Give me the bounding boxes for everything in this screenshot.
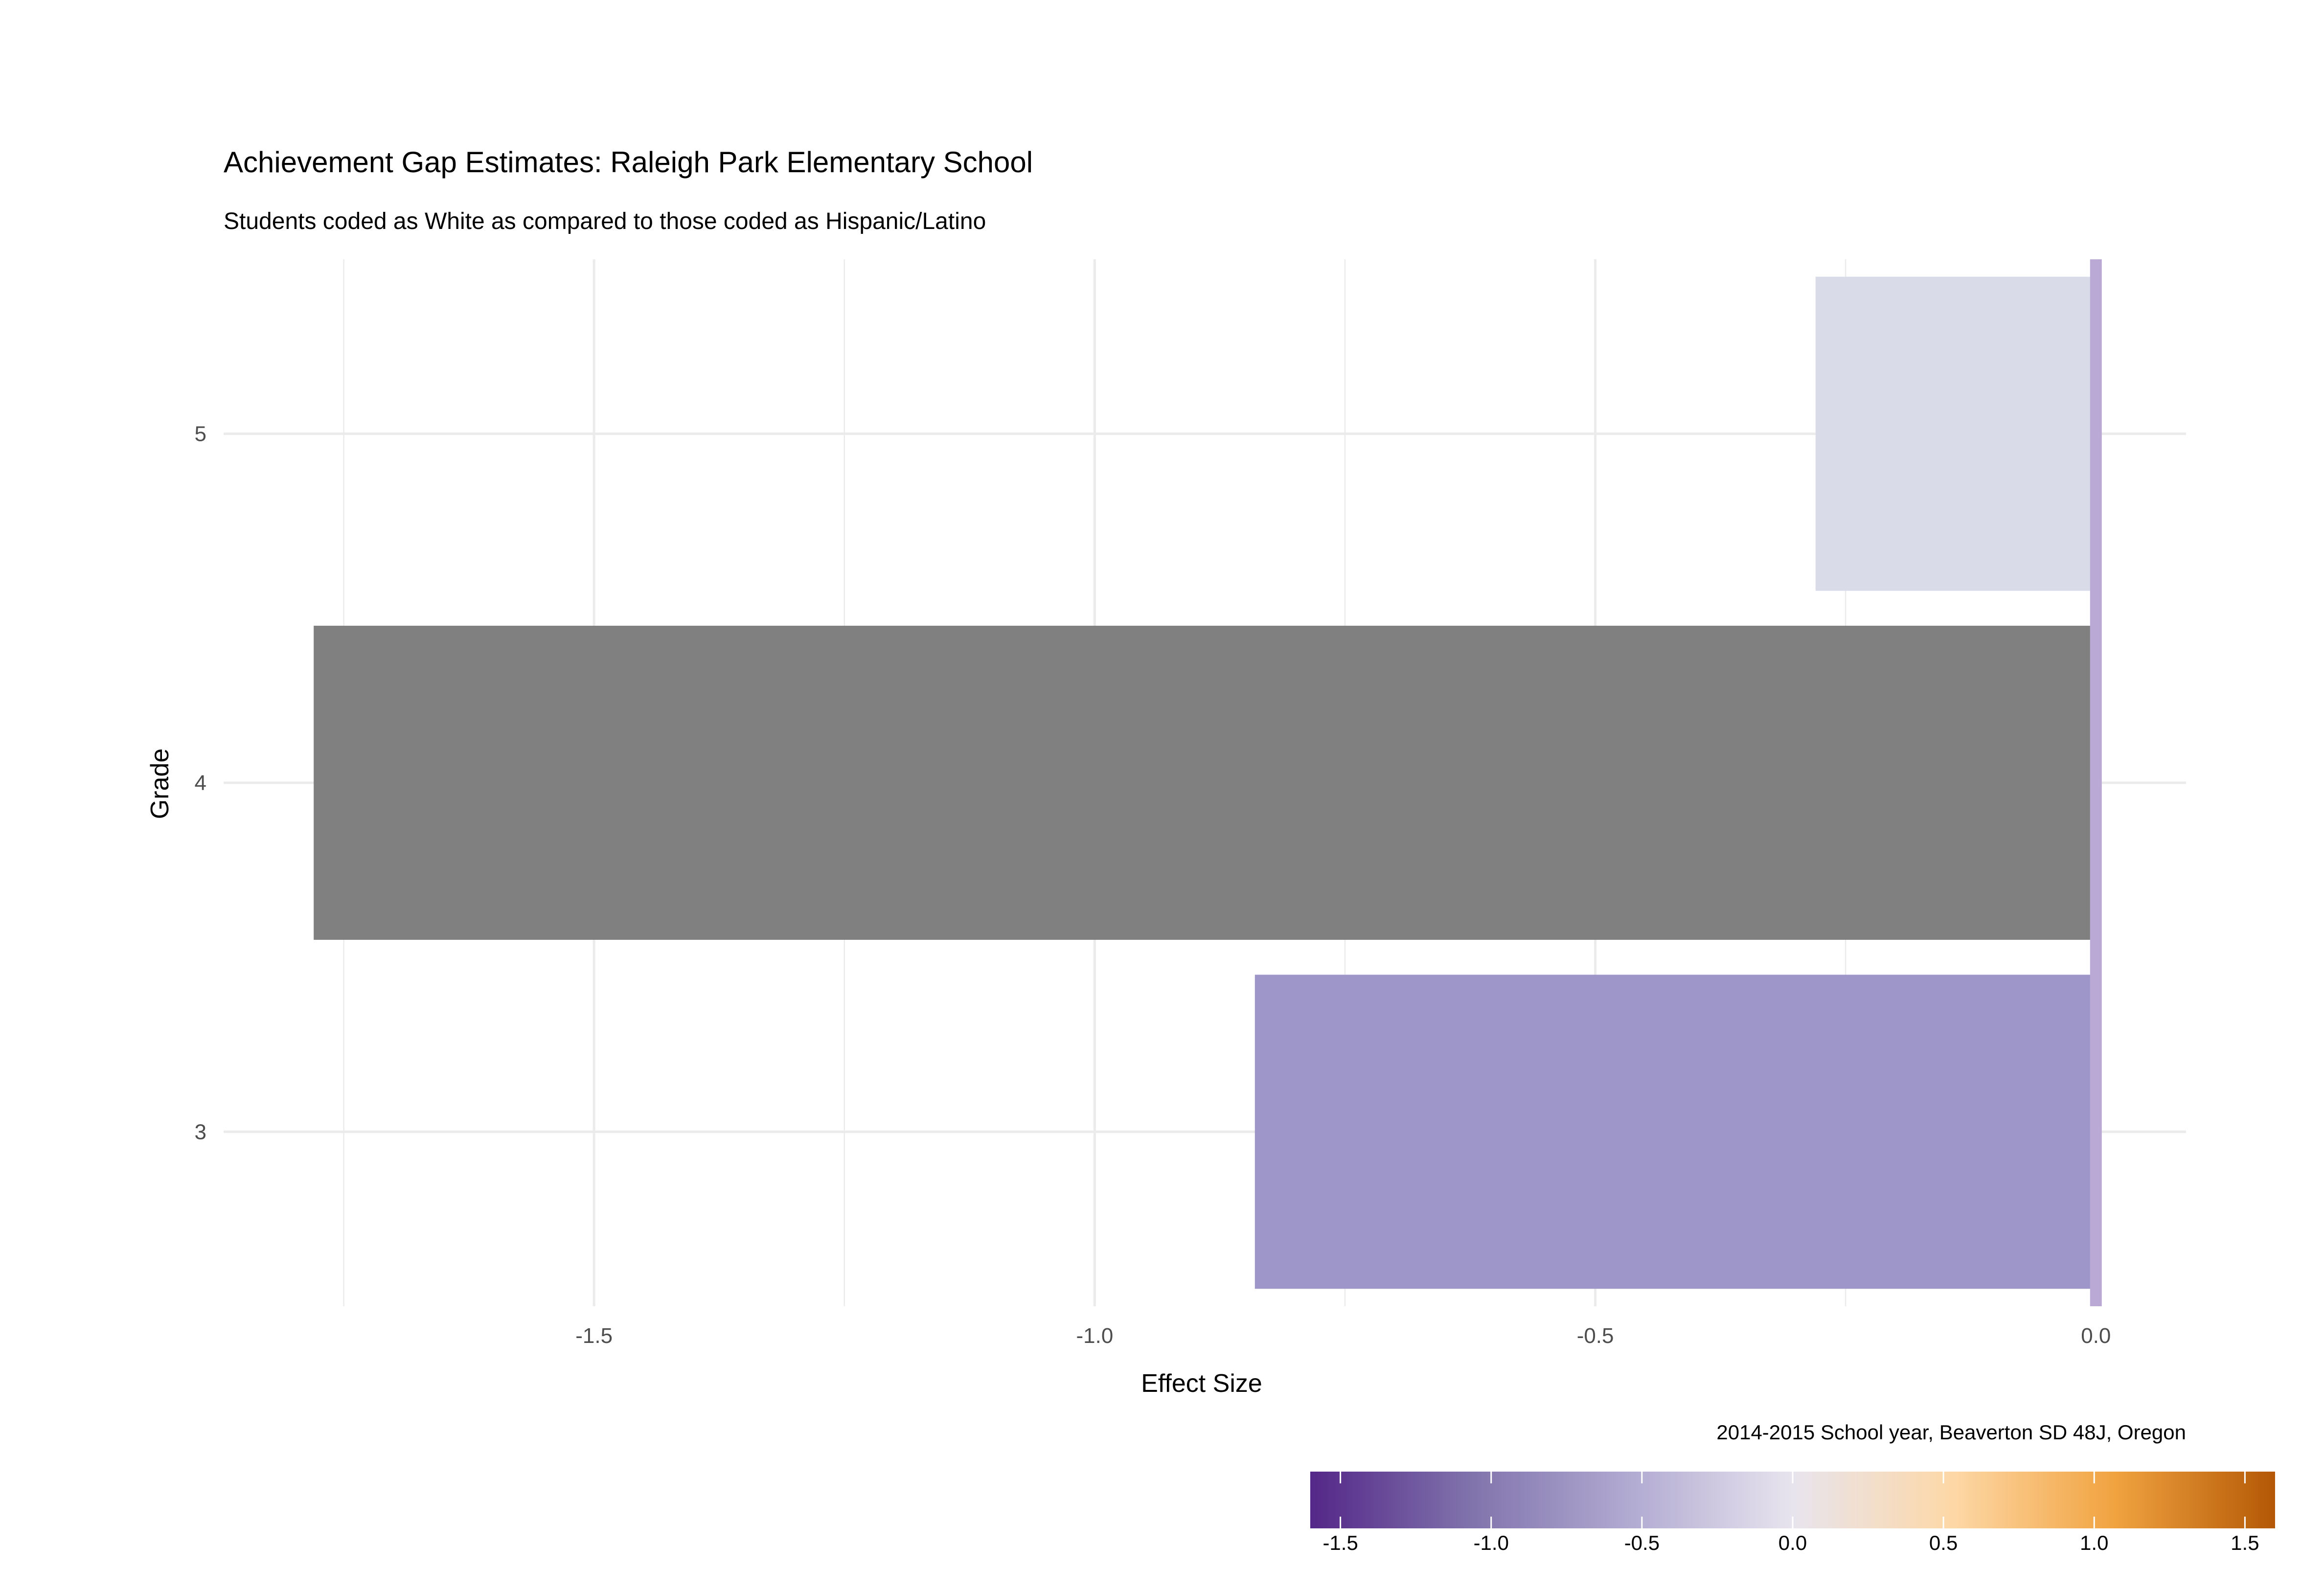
colorbar-tick-label: 0.0 bbox=[1778, 1531, 1807, 1554]
bars bbox=[314, 259, 2102, 1306]
colorbar-tick-label: -0.5 bbox=[1624, 1531, 1660, 1554]
y-axis-title: Grade bbox=[146, 749, 174, 819]
y-tick-label: 4 bbox=[195, 771, 206, 795]
bar-grade-5 bbox=[1815, 276, 2096, 591]
x-axis-ticks: -1.5 -1.0 -0.5 0.0 bbox=[575, 1324, 2111, 1348]
x-tick-label: -0.5 bbox=[1577, 1324, 1614, 1348]
x-tick-label: -1.5 bbox=[575, 1324, 613, 1348]
colorbar-tick-label: 0.5 bbox=[1929, 1531, 1958, 1554]
color-legend: -1.5 -1.0 -0.5 0.0 0.5 1.0 1.5 bbox=[1310, 1472, 2275, 1554]
colorbar-tick-label: -1.0 bbox=[1474, 1531, 1509, 1554]
x-axis-title: Effect Size bbox=[1141, 1369, 1262, 1398]
x-tick-label: -1.0 bbox=[1076, 1324, 1113, 1348]
x-tick-label: 0.0 bbox=[2081, 1324, 2111, 1348]
colorbar-tick-label: 1.0 bbox=[2080, 1531, 2108, 1554]
y-axis-ticks: 3 4 5 bbox=[195, 422, 206, 1144]
y-tick-label: 5 bbox=[195, 422, 206, 446]
bar-grade-3 bbox=[1254, 975, 2096, 1289]
bar-grade-4 bbox=[314, 626, 2096, 940]
y-tick-label: 3 bbox=[195, 1120, 206, 1144]
zero-reference-line bbox=[2090, 259, 2102, 1306]
chart-subtitle: Students coded as White as compared to t… bbox=[224, 208, 986, 234]
chart-caption: 2014-2015 School year, Beaverton SD 48J,… bbox=[1716, 1421, 2186, 1444]
chart-title: Achievement Gap Estimates: Raleigh Park … bbox=[224, 146, 1033, 179]
colorbar-tick-label: 1.5 bbox=[2231, 1531, 2259, 1554]
colorbar-tick-label: -1.5 bbox=[1322, 1531, 1358, 1554]
